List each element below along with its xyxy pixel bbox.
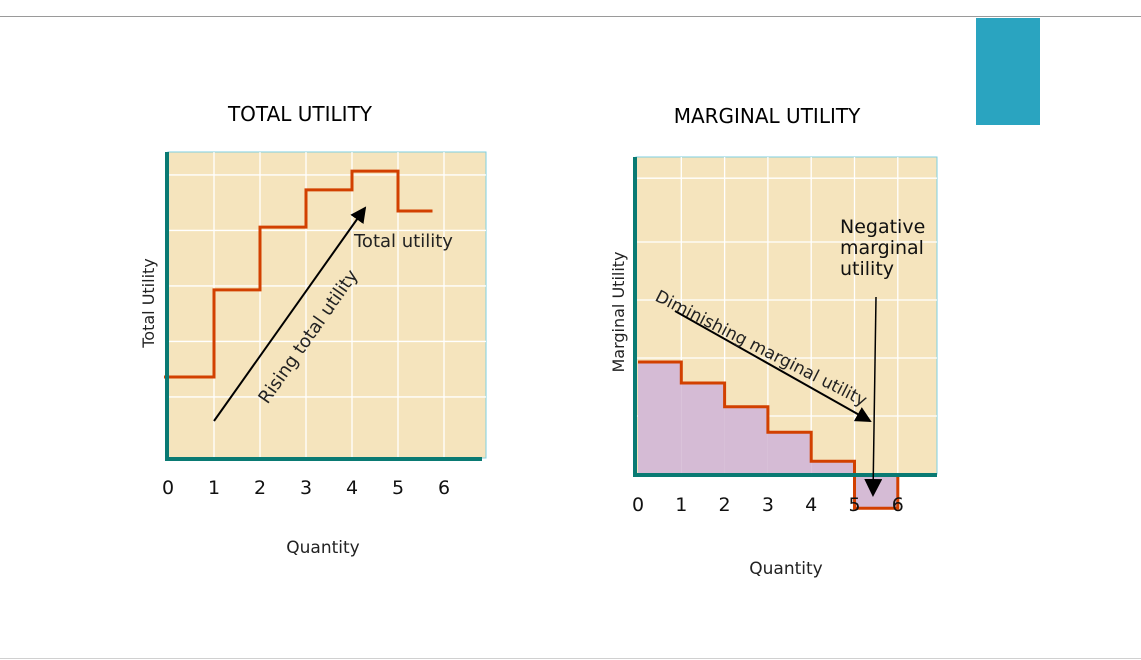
plot-area [167,151,487,459]
total-utility-step-line [164,169,433,379]
x-tick-label: 1 [208,477,220,499]
bar [681,382,725,474]
x-axis-label: Quantity [749,559,822,579]
x-tick-label: 6 [438,477,450,499]
x-tick-label: 2 [719,494,731,516]
negative-label: utility [840,258,894,280]
chart-title: MARGINAL UTILITY [674,104,861,128]
diminishing-arrow [674,310,872,422]
total-utility-chart: 0 1 2 3 4 5 6 [162,151,487,499]
negative-label: marginal [840,237,924,259]
negative-arrow [864,296,883,497]
chart-title: TOTAL UTILITY [227,102,373,126]
top-divider [0,16,1141,17]
bar [638,362,682,474]
x-tick-label: 3 [300,477,312,499]
bar [811,461,855,474]
accent-block [976,18,1040,125]
bar [724,406,768,474]
x-tick-label: 1 [675,494,687,516]
x-tick-label: 0 [632,494,644,516]
bottom-divider [0,658,1141,659]
x-tick-label: 4 [346,477,358,499]
x-tick-label: 5 [392,477,404,499]
x-tick-label: 5 [848,494,860,516]
marginal-utility-step-line [638,360,900,510]
x-tick-label: 2 [254,477,266,499]
rising-arrow [213,206,367,422]
curve-label: Total utility [353,231,453,252]
x-tick-label: 3 [762,494,774,516]
y-axis-label: Total Utility [139,258,158,349]
negative-label: Negative [840,216,925,238]
x-axis-label: Quantity [286,538,359,558]
marginal-utility-chart: 0 1 2 3 4 5 6 [632,156,938,516]
bar [767,432,812,474]
x-tick-label: 4 [805,494,817,516]
x-tick-label: 6 [892,494,904,516]
y-axis-label: Marginal Utility [609,251,628,372]
x-tick-label: 0 [162,477,174,499]
